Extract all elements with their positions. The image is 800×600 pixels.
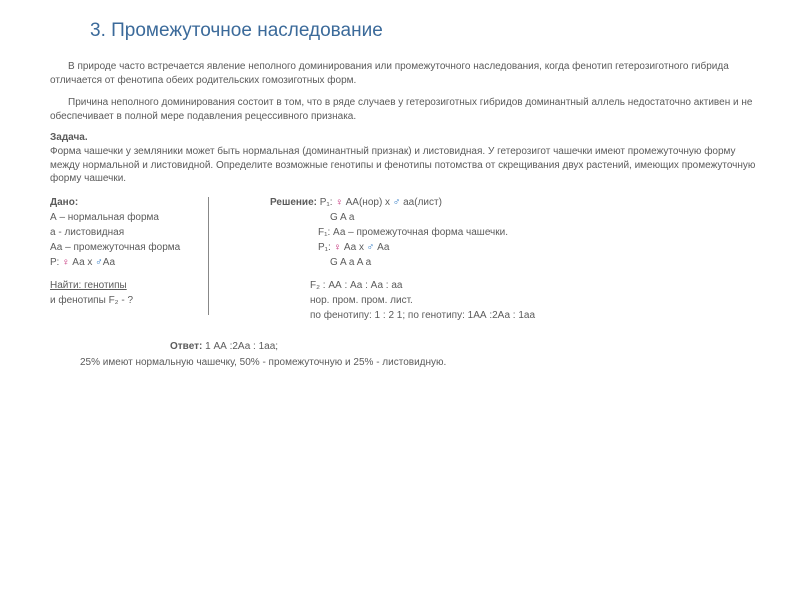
answer-label: Ответ: (170, 341, 202, 352)
sol-line-8: по фенотипу: 1 : 2 1; по генотипу: 1АА :… (310, 308, 760, 323)
answer-line-1: 1 АА :2Аа : 1аа; (202, 341, 278, 352)
find-label: Найти: генотипы (50, 278, 270, 293)
sol-line-3: F₁: Аа – промежуточная форма чашечки. (318, 225, 760, 240)
sol-line-4: Р₁: ♀ Аа х ♂ Аа (318, 240, 760, 255)
answer-line-2: 25% имеют нормальную чашечку, 50% - пром… (80, 355, 446, 371)
paragraph-2: Причина неполного доминирования состоит … (50, 96, 760, 123)
p-label: Р: (50, 257, 62, 268)
male-symbol: ♂ (95, 257, 103, 268)
task-text: Форма чашечки у земляники может быть нор… (50, 145, 760, 186)
cross-text: Аа х (70, 257, 96, 268)
given-line-2: а - листовидная (50, 225, 270, 240)
sol-line-5: G A a A a (330, 255, 760, 270)
given-column: Дано: А – нормальная форма а - листовидн… (50, 195, 270, 323)
task-label: Задача. (50, 132, 760, 143)
solution-grid: Дано: А – нормальная форма а - листовидн… (50, 195, 760, 323)
p1-label: Р₁: (320, 197, 336, 208)
cross-1: АА(нор) х (343, 197, 393, 208)
female-symbol-2: ♀ (335, 197, 343, 208)
given-line-4: Р: ♀ Аа х ♂Аа (50, 255, 270, 270)
answer-block: Ответ: 1 АА :2Аа : 1аа; 25% имеют нормал… (170, 339, 760, 371)
paragraph-1: В природе часто встречается явление непо… (50, 60, 760, 87)
find-line: и фенотипы F₂ - ? (50, 293, 270, 308)
solution-column: Решение: Р₁: ♀ АА(нор) х ♂ аа(лист) G A … (270, 195, 760, 323)
genotype-text: Аа (103, 257, 115, 268)
sol-line-7: нор. пром. пром. лист. (310, 293, 760, 308)
sol-line-6: F₂ : АА : Аа : Аа : аа (310, 278, 760, 293)
sol-line-2: G A a (330, 210, 760, 225)
genotype-3: Аа (374, 242, 389, 253)
female-symbol: ♀ (62, 257, 70, 268)
solution-label: Решение: (270, 197, 320, 208)
female-symbol-3: ♀ (334, 242, 342, 253)
cross-2: Аа х (341, 242, 367, 253)
slide-title: 3. Промежуточное наследование (90, 20, 760, 42)
given-line-3: Аа – промежуточная форма (50, 240, 270, 255)
column-divider (208, 197, 209, 315)
given-line-1: А – нормальная форма (50, 210, 270, 225)
sol-line-1: Решение: Р₁: ♀ АА(нор) х ♂ аа(лист) (270, 195, 760, 210)
genotype-2: аа(лист) (400, 197, 442, 208)
given-label: Дано: (50, 197, 78, 208)
p1-label-2: Р₁: (318, 242, 334, 253)
